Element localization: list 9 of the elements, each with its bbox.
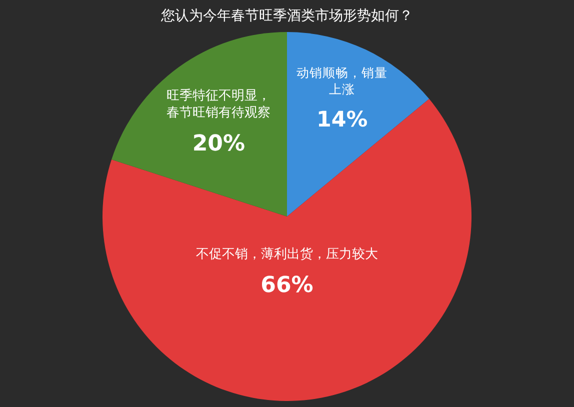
- slice-label: 不促不销，薄利出货，压力较大: [196, 247, 378, 262]
- slice-label: 动销顺畅，销量上涨: [296, 65, 388, 97]
- chart-title: 您认为今年春节旺季酒类市场形势如何？: [160, 8, 413, 24]
- data-label: 20%: [192, 131, 246, 156]
- data-label: 66%: [260, 272, 314, 298]
- pie-slice: [287, 32, 430, 216]
- data-label: 14%: [316, 107, 368, 132]
- slice-label: 旺季特征不明显，春节旺销有待观察: [166, 88, 271, 121]
- pie-slice: [112, 32, 287, 216]
